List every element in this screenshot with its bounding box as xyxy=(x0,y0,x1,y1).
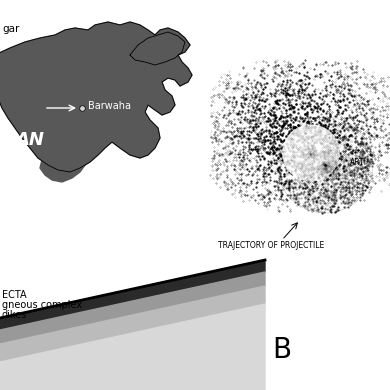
Polygon shape xyxy=(0,304,265,390)
Text: gneous complex: gneous complex xyxy=(2,300,82,310)
Polygon shape xyxy=(0,272,265,344)
Text: TRAJECTORY OF PROJECTILE: TRAJECTORY OF PROJECTILE xyxy=(218,241,324,250)
Text: S: S xyxy=(15,148,28,166)
Text: dikes: dikes xyxy=(2,310,27,320)
Text: ECTA: ECTA xyxy=(2,290,27,300)
Text: ARTI: ARTI xyxy=(350,158,367,167)
Polygon shape xyxy=(0,22,192,172)
Text: gar: gar xyxy=(2,24,20,34)
Polygon shape xyxy=(130,32,185,65)
Polygon shape xyxy=(40,152,90,182)
Circle shape xyxy=(283,125,339,181)
Text: AN: AN xyxy=(15,131,44,149)
Polygon shape xyxy=(0,260,265,330)
Text: Barwaha: Barwaha xyxy=(88,101,131,111)
Text: B: B xyxy=(272,336,291,364)
Polygon shape xyxy=(0,286,265,362)
